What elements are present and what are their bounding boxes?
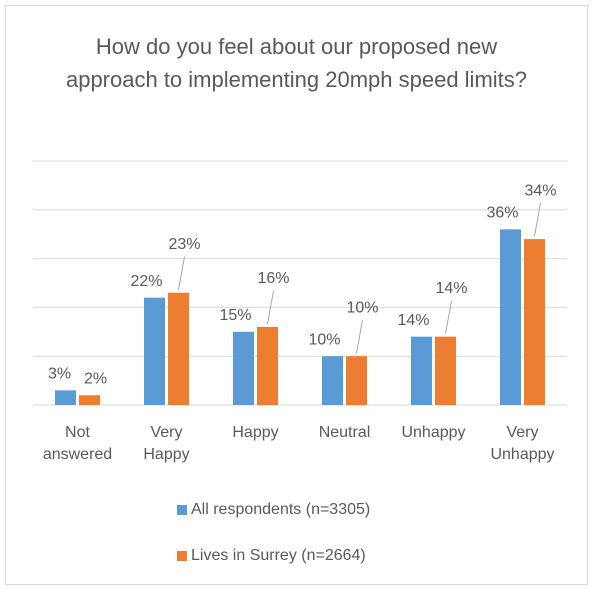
data-label: 22%	[130, 273, 162, 290]
x-tick-label-line: Happy	[232, 424, 278, 441]
leader-line	[267, 290, 274, 325]
legend-label: All respondents (n=3305)	[191, 501, 370, 518]
x-tick-label-line: Not	[65, 424, 90, 441]
data-label: 23%	[168, 236, 200, 253]
data-label: 14%	[435, 280, 467, 297]
bar	[411, 336, 432, 405]
leader-line	[356, 320, 363, 354]
bar	[524, 239, 545, 405]
bar	[233, 331, 254, 405]
data-label: 10%	[308, 331, 340, 348]
bar	[500, 229, 521, 405]
x-tick-label-line: Very	[506, 424, 538, 441]
bar	[322, 356, 343, 405]
bar	[346, 356, 367, 405]
x-tick-label: Very Unhappy	[490, 424, 554, 463]
x-tick-label: Neutral	[319, 424, 371, 441]
leader-line	[178, 256, 185, 290]
chart-border	[5, 5, 588, 585]
x-tick-label-line: Unhappy	[490, 446, 554, 463]
x-tick-label: Not answered	[43, 424, 112, 463]
x-tick-label: Happy	[232, 424, 278, 441]
leader-line	[445, 300, 452, 334]
bar	[168, 292, 189, 405]
data-label: 2%	[84, 370, 107, 387]
data-label: 15%	[219, 307, 251, 324]
chart-title: How do you feel about our proposed new a…	[65, 34, 528, 92]
bar	[144, 297, 165, 405]
bar	[55, 390, 76, 405]
x-tick-label-line: answered	[43, 446, 112, 463]
x-tick-label-line: Unhappy	[401, 424, 465, 441]
x-tick-label-line: Very	[150, 424, 182, 441]
data-label: 14%	[397, 312, 429, 329]
data-label: 16%	[257, 270, 289, 287]
legend-swatch	[177, 505, 187, 515]
data-label: 10%	[346, 299, 378, 316]
bar	[435, 336, 456, 405]
bar	[257, 326, 278, 405]
legend-label: Lives in Surrey (n=2664)	[191, 547, 366, 564]
bar	[79, 395, 100, 405]
leader-line	[534, 202, 541, 237]
x-tick-label: Very Happy	[143, 424, 189, 463]
x-tick-label-line: Neutral	[319, 424, 371, 441]
x-tick-label: Unhappy	[401, 424, 465, 441]
legend-swatch	[177, 551, 187, 561]
data-label: 34%	[524, 182, 556, 199]
x-tick-label-line: Happy	[143, 446, 189, 463]
data-label: 36%	[486, 205, 518, 222]
data-label: 3%	[48, 366, 71, 383]
